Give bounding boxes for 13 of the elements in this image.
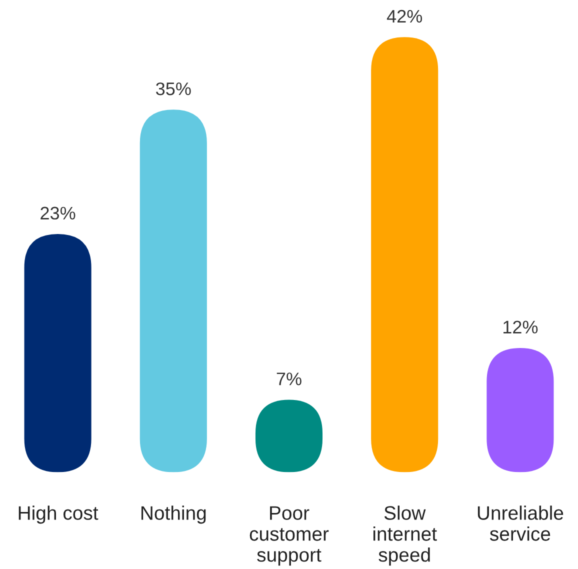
data-label: 12% (504, 320, 538, 334)
x-tick-label: High cost (18, 506, 98, 524)
data-label: 7% (276, 372, 302, 386)
bar (140, 110, 207, 472)
data-label: 23% (40, 206, 76, 220)
data-label: 35% (156, 82, 191, 96)
x-tick-label: Poor customer support (250, 506, 329, 566)
bar (24, 234, 92, 472)
x-tick-label: Slow internet speed (373, 506, 437, 566)
x-tick-label: Nothing (141, 506, 206, 524)
x-tick-label: Unreliable service (478, 506, 564, 541)
data-label: 42% (386, 10, 422, 23)
bar (371, 37, 438, 472)
